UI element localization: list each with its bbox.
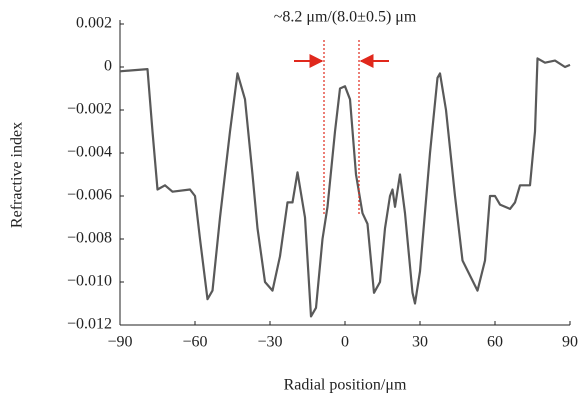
x-tick-label: −90 xyxy=(107,334,132,351)
x-tick-label: 60 xyxy=(487,334,503,351)
y-tick-label: −0.010 xyxy=(67,273,112,290)
y-tick-label: −0.002 xyxy=(67,101,112,118)
x-axis-label: Radial position/μm xyxy=(284,377,407,394)
x-tick-label: −30 xyxy=(257,334,282,351)
x-tick-label: 90 xyxy=(562,334,578,351)
y-tick-label: −0.006 xyxy=(67,187,112,204)
y-tick-label: −0.008 xyxy=(67,230,112,247)
x-tick-label: −60 xyxy=(182,334,207,351)
y-tick-label: −0.004 xyxy=(67,144,112,161)
x-tick-label: 0 xyxy=(341,334,349,351)
y-tick-label: −0.012 xyxy=(67,316,112,333)
x-tick-label: 30 xyxy=(412,334,428,351)
y-tick-label: 0.002 xyxy=(76,15,112,32)
y-axis-label: Refractive index xyxy=(9,122,26,228)
y-tick-label: 0 xyxy=(104,58,112,75)
annotation: ~8.2 μm/(8.0±0.5) μm xyxy=(274,9,417,26)
profile-line xyxy=(119,57,571,318)
